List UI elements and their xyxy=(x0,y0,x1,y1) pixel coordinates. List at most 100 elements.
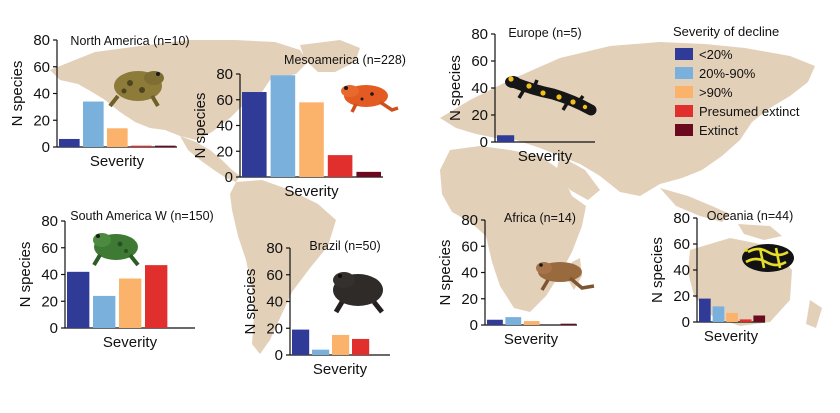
legend-title: Severity of decline xyxy=(673,24,779,39)
y-tick-label: 60 xyxy=(216,92,233,109)
bar-mesoamerica-2 xyxy=(299,102,324,177)
x-axis-title: Severity xyxy=(704,328,759,345)
legend-label: 20%-90% xyxy=(699,66,756,81)
orange-frog-eye xyxy=(344,86,348,90)
y-tick-label: 80 xyxy=(673,210,690,227)
salamander-spot xyxy=(526,83,532,89)
panel-title: Europe (n=5) xyxy=(508,26,581,40)
bar-africa-4 xyxy=(560,323,577,325)
y-tick-label: 20 xyxy=(461,291,478,308)
y-tick-label: 20 xyxy=(41,293,58,310)
bar-oceania-2 xyxy=(726,312,738,322)
bar-africa-1 xyxy=(505,317,522,325)
south-america-landmass xyxy=(230,180,336,354)
salamander-spot xyxy=(582,104,588,110)
legend-item: Presumed extinct xyxy=(675,104,800,119)
y-tick-label: 60 xyxy=(673,236,690,253)
panel-brazil: 0 20 40 60 80 Severity N species Brazil (n=50) xyxy=(242,239,390,378)
x-axis-title: Severity xyxy=(284,183,339,200)
panel-title: Oceania (n=44) xyxy=(707,209,794,223)
y-tick-label: 60 xyxy=(461,238,478,255)
y-axis-title: N species xyxy=(447,55,464,121)
legend-swatch xyxy=(675,86,693,98)
y-tick-label: 20 xyxy=(471,107,488,124)
dark-frog-legs xyxy=(333,300,384,314)
fire-salamander-photo xyxy=(505,76,597,116)
brown-frog-photo xyxy=(536,262,595,291)
bar-brazil-0 xyxy=(292,329,310,355)
y-tick-label: 0 xyxy=(682,314,690,331)
legend-label: >90% xyxy=(699,85,733,100)
y-tick-label: 80 xyxy=(461,212,478,229)
legend: Severity of decline <20% 20%-90% >90% Pr… xyxy=(673,24,800,138)
y-tick-label: 80 xyxy=(266,240,283,257)
y-tick-label: 40 xyxy=(471,80,488,97)
y-tick-label: 80 xyxy=(471,26,488,43)
bar-brazil-1 xyxy=(312,349,330,355)
bar-oceania-3 xyxy=(739,319,752,322)
bar-north-america-4 xyxy=(155,145,176,147)
bar-brazil-3 xyxy=(352,338,370,355)
toad-eye xyxy=(156,72,160,76)
y-tick-label: 80 xyxy=(216,66,233,83)
bar-mesoamerica-1 xyxy=(270,75,296,177)
panel-oceania: 0 20 40 60 80 Severity N species Oceania (n=44) xyxy=(649,209,793,345)
orange-frog-photo xyxy=(341,85,399,113)
panel-title: South America W (n=150) xyxy=(70,209,213,223)
bar-oceania-4 xyxy=(753,315,766,322)
bar-oceania-1 xyxy=(712,306,725,322)
y-axis-title: N species xyxy=(649,237,666,303)
legend-label: <20% xyxy=(699,47,733,62)
legend-item: 20%-90% xyxy=(675,66,756,81)
toad-spot xyxy=(139,87,145,93)
panel-title: Mesoamerica (n=228) xyxy=(284,53,406,67)
y-tick-label: 60 xyxy=(266,267,283,284)
y-axis-title: N species xyxy=(9,61,26,127)
y-tick-label: 40 xyxy=(461,265,478,282)
y-axis-title: N species xyxy=(437,240,454,306)
legend-item: >90% xyxy=(675,85,733,100)
bar-south-america-w-1 xyxy=(93,295,116,328)
y-tick-label: 0 xyxy=(42,139,50,156)
salamander-spot xyxy=(508,76,514,82)
orange-frog-head xyxy=(341,85,359,97)
bar-mesoamerica-4 xyxy=(356,171,381,177)
orange-frog-spot xyxy=(360,97,364,101)
bar-africa-2 xyxy=(523,321,540,325)
orange-frog-spot xyxy=(370,92,374,96)
bar-africa-0 xyxy=(487,319,503,325)
x-axis-title: Severity xyxy=(504,331,559,348)
x-axis-title: Severity xyxy=(103,334,158,351)
bar-mesoamerica-0 xyxy=(242,92,267,177)
y-tick-label: 40 xyxy=(41,267,58,284)
x-axis-title: Severity xyxy=(90,153,145,170)
salamander-legs xyxy=(517,79,585,111)
dark-frog-photo xyxy=(333,272,384,314)
green-frog-head xyxy=(93,233,111,247)
y-tick-label: 0 xyxy=(480,134,488,151)
new-guinea-landmass xyxy=(738,224,782,240)
y-tick-label: 40 xyxy=(216,118,233,135)
y-tick-label: 20 xyxy=(33,112,50,129)
dark-frog-eye xyxy=(338,274,342,278)
y-tick-label: 20 xyxy=(673,288,690,305)
y-axis-title: N species xyxy=(242,269,259,335)
bar-brazil-2 xyxy=(332,334,350,355)
panel-title: Brazil (n=50) xyxy=(309,239,380,253)
y-tick-label: 60 xyxy=(33,59,50,76)
x-axis-title: Severity xyxy=(518,148,573,165)
legend-item: Extinct xyxy=(675,123,738,138)
arabia-landmass xyxy=(556,156,600,200)
bar-north-america-3 xyxy=(131,145,152,147)
corroboree-frog-stripes xyxy=(745,247,789,269)
bar-oceania-0 xyxy=(699,298,711,322)
panel-south-america-w: 0 20 40 60 80 Severity N species South America … xyxy=(17,209,214,351)
brown-frog-head xyxy=(536,262,552,274)
green-frog-eye xyxy=(96,234,100,238)
specimen-photos xyxy=(92,71,794,314)
salamander-body xyxy=(507,76,597,116)
salamander-spot xyxy=(540,90,546,96)
salamander-spot xyxy=(556,94,562,100)
x-axis-title: Severity xyxy=(313,361,368,378)
